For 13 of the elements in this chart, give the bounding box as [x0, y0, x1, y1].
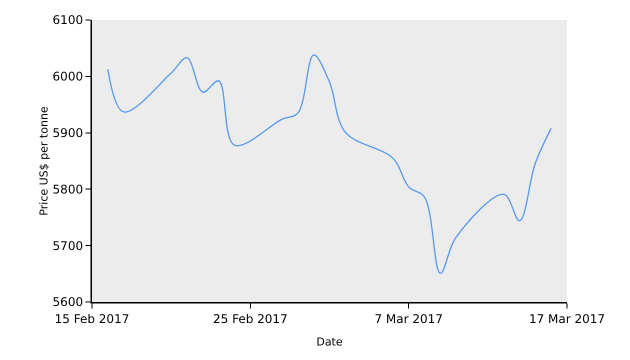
y-tick-label: 6100: [52, 13, 84, 28]
x-axis-title: Date: [316, 336, 343, 348]
x-tick-label: 17 Mar 2017: [528, 312, 606, 326]
y-tick-label: 5600: [52, 295, 84, 310]
y-tick-label: 5700: [52, 238, 84, 253]
y-tick-label: 5800: [52, 182, 84, 196]
y-tick-label: 6000: [52, 70, 84, 84]
y-axis-title: Price US$ per tonne: [38, 106, 51, 216]
y-tick-label: 5900: [52, 126, 84, 140]
x-tick-label: 7 Mar 2017: [374, 312, 443, 326]
x-tick-label: 25 Feb 2017: [212, 312, 288, 326]
x-tick-label: 15 Feb 2017: [54, 312, 130, 326]
line-series: [107, 54, 552, 274]
